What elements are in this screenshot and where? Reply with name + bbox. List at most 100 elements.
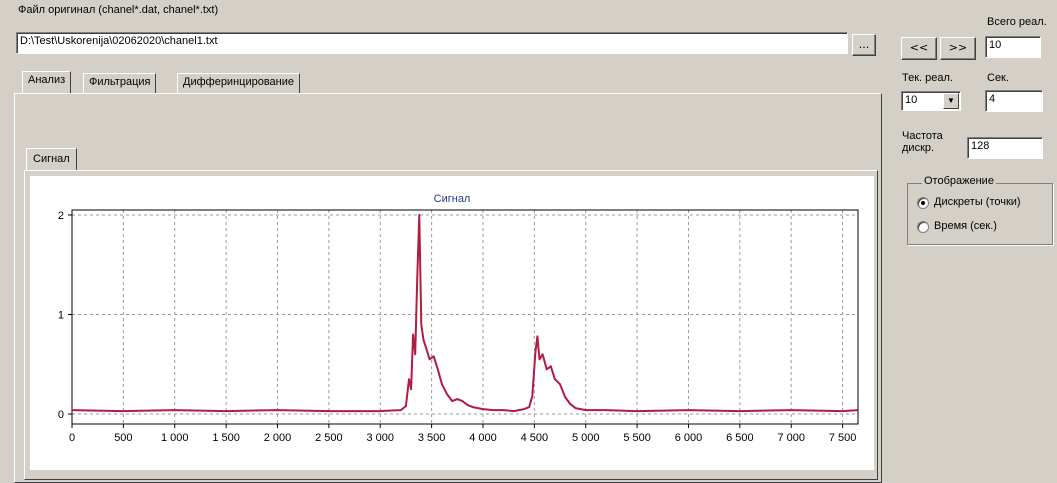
radio-discrete-label[interactable]: Дискреты (точки) [934, 196, 1021, 208]
y-tick-label: 1 [58, 310, 64, 322]
signal-point [538, 358, 541, 361]
radio-time[interactable] [917, 221, 929, 233]
x-tick-label: 2 000 [264, 432, 292, 444]
signal-point [687, 409, 690, 411]
signal-point [605, 409, 608, 411]
signal-point [71, 409, 73, 411]
signal-point [466, 404, 469, 406]
prev-realization-button[interactable]: << [901, 37, 937, 60]
signal-point [428, 358, 431, 361]
signal-point [173, 409, 176, 411]
x-tick-label: 3 500 [418, 432, 446, 444]
next-realization-button[interactable]: >> [940, 37, 976, 60]
x-tick-label: 2 500 [315, 432, 343, 444]
radio-time-label[interactable]: Время (сек.) [934, 220, 997, 232]
chart-title: Сигнал [434, 193, 471, 205]
signal-chart-svg: 0 500 1 000 1 500 2 000 2 500 3 000 3 500 4 000 4… [58, 193, 859, 444]
total-realizations-field[interactable]: 10 [985, 36, 1041, 58]
tab-differentiation[interactable]: Дифферинцирование [177, 73, 301, 93]
signal-point [574, 407, 577, 409]
signal-point [482, 408, 484, 410]
file-label: Файл оригинал (chanel*.dat, chanel*.txt) [18, 4, 219, 16]
signal-point [416, 278, 419, 281]
signal-point [513, 410, 515, 412]
signal-point [410, 388, 412, 390]
signal-point [225, 410, 227, 412]
x-tick-label: 5 000 [572, 432, 600, 444]
tab-filtering[interactable]: Фильтрация [83, 73, 157, 93]
signal-point [441, 383, 443, 385]
signal-point [790, 409, 793, 411]
signal-point [857, 409, 859, 411]
display-groupbox [907, 183, 1053, 245]
signal-point [451, 400, 453, 402]
signal-point [559, 383, 561, 385]
signal-point [425, 348, 428, 351]
signal-point [461, 400, 464, 402]
x-tick-label: 1 500 [212, 432, 240, 444]
total-realizations-label: Всего реал. [987, 16, 1047, 28]
x-tick-label: 7 500 [829, 432, 857, 444]
signal-point [456, 398, 459, 400]
signal-point [418, 214, 421, 216]
signal-point [471, 406, 474, 408]
current-realization-select[interactable]: 10 ▼ [901, 91, 961, 111]
current-realization-label: Тек. реал. [902, 72, 953, 84]
signal-point [549, 365, 552, 368]
signal-point [328, 410, 330, 412]
file-path-field[interactable]: D:\Test\Uskorenija\02062020\chanel1.txt [16, 32, 848, 54]
signal-point [531, 395, 534, 397]
signal-point [399, 409, 402, 411]
x-tick-label: 1 000 [161, 432, 189, 444]
signal-point [276, 409, 279, 411]
tab-signal[interactable]: Сигнал [26, 148, 77, 170]
x-tick-label: 6 000 [675, 432, 703, 444]
sampling-frequency-label: Частота дискр. [902, 130, 943, 154]
signal-point [841, 410, 844, 412]
signal-point [492, 409, 495, 411]
signal-point [408, 378, 410, 381]
x-tick-label: 6 500 [726, 432, 754, 444]
chevron-down-icon[interactable]: ▼ [943, 93, 959, 109]
signal-point [436, 368, 439, 371]
signal-point [536, 335, 539, 338]
x-tick-label: 500 [114, 432, 132, 444]
current-realization-value: 10 [905, 94, 918, 106]
x-tick-label: 0 [69, 432, 75, 444]
signal-point [554, 378, 556, 381]
signal-point [122, 410, 125, 412]
browse-button[interactable]: ... [852, 34, 876, 56]
signal-point [412, 333, 414, 336]
signal-chart: 0 500 1 000 1 500 2 000 2 500 3 000 3 500 4 000 4… [30, 176, 874, 470]
radio-selected-dot [921, 201, 925, 205]
sampling-frequency-field[interactable]: 128 [967, 137, 1043, 159]
signal-point [420, 323, 423, 326]
signal-point [446, 393, 448, 395]
signal-point [636, 410, 638, 412]
x-tick-label: 4 500 [521, 432, 549, 444]
signal-point [569, 403, 572, 405]
y-tick-label: 2 [58, 210, 64, 222]
signal-point [545, 368, 548, 371]
signal-point [584, 409, 587, 411]
signal-point [541, 353, 544, 356]
x-tick-label: 7 000 [777, 432, 805, 444]
signal-point [432, 355, 435, 358]
signal-point [739, 410, 741, 412]
x-tick-label: 3 000 [366, 432, 394, 444]
seconds-label: Сек. [987, 72, 1009, 84]
signal-point [564, 396, 566, 398]
signal-point [379, 410, 382, 412]
signal-point [422, 338, 425, 341]
x-tick-label: 5 500 [623, 432, 651, 444]
signal-point [534, 351, 537, 354]
signal-point [528, 406, 531, 408]
radio-discrete[interactable] [917, 197, 929, 209]
signal-point [523, 408, 525, 410]
signal-point [405, 405, 407, 407]
y-tick-label: 0 [58, 409, 64, 421]
display-group-label: Отображение [922, 175, 996, 187]
tab-analysis[interactable]: Анализ [22, 71, 72, 93]
seconds-field[interactable]: 4 [985, 90, 1043, 112]
signal-point [414, 353, 416, 356]
